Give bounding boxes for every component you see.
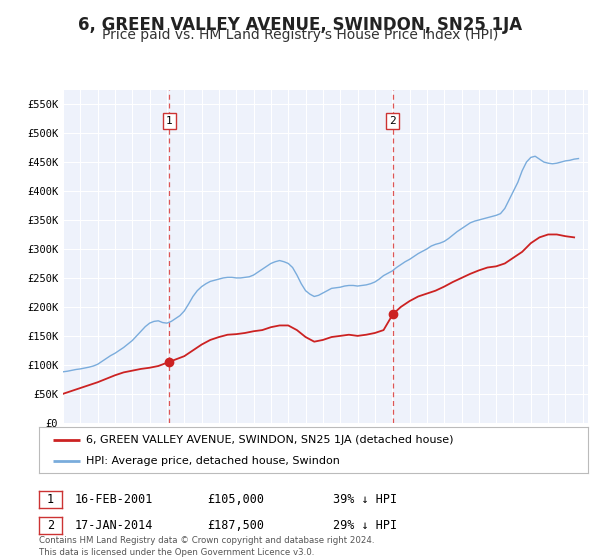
Text: £105,000: £105,000 [207,493,264,506]
Text: Contains HM Land Registry data © Crown copyright and database right 2024.
This d: Contains HM Land Registry data © Crown c… [39,536,374,557]
Text: 29% ↓ HPI: 29% ↓ HPI [333,519,397,532]
Text: 17-JAN-2014: 17-JAN-2014 [75,519,154,532]
Text: 2: 2 [47,519,54,532]
Text: 6, GREEN VALLEY AVENUE, SWINDON, SN25 1JA (detached house): 6, GREEN VALLEY AVENUE, SWINDON, SN25 1J… [86,435,453,445]
Text: 1: 1 [47,493,54,506]
Text: 6, GREEN VALLEY AVENUE, SWINDON, SN25 1JA: 6, GREEN VALLEY AVENUE, SWINDON, SN25 1J… [78,16,522,34]
Text: £187,500: £187,500 [207,519,264,532]
Text: 39% ↓ HPI: 39% ↓ HPI [333,493,397,506]
Text: 16-FEB-2001: 16-FEB-2001 [75,493,154,506]
Text: 2: 2 [389,116,396,126]
Text: 1: 1 [166,116,172,126]
Text: HPI: Average price, detached house, Swindon: HPI: Average price, detached house, Swin… [86,456,340,466]
Text: Price paid vs. HM Land Registry's House Price Index (HPI): Price paid vs. HM Land Registry's House … [102,28,498,42]
